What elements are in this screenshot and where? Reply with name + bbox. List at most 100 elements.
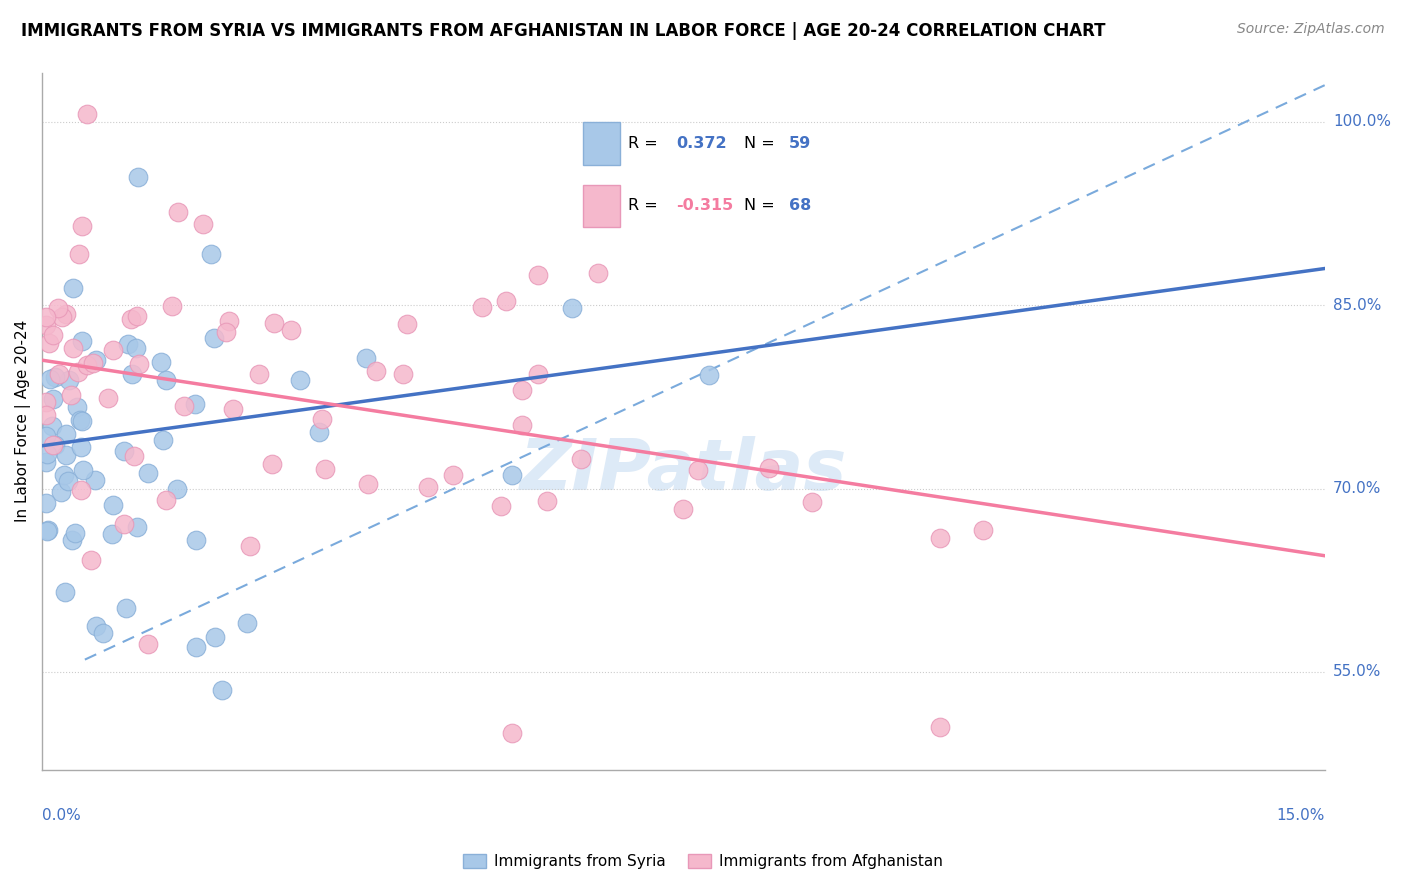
Point (35, 318, 58, 332)
Point (586, 266, 609, 280)
Point (136, 637, 159, 651)
Point (758, 461, 780, 475)
Point (183, 397, 205, 411)
Point (35, 428, 58, 442)
Point (527, 268, 550, 283)
Point (52, 467, 75, 482)
Point (160, 299, 183, 313)
Point (120, 311, 142, 326)
Point (128, 357, 150, 371)
Point (69, 413, 91, 427)
Point (495, 294, 517, 309)
Point (38, 372, 60, 386)
Point (55, 427, 77, 442)
Point (35, 524, 58, 539)
Text: 0.0%: 0.0% (42, 808, 82, 823)
Point (221, 402, 243, 417)
Point (55, 307, 77, 321)
Point (236, 615, 259, 630)
Point (72, 334, 94, 348)
Point (247, 367, 270, 381)
Point (364, 363, 387, 377)
Point (96, 392, 118, 406)
Point (471, 300, 494, 314)
Point (121, 368, 143, 382)
Point (55, 448, 77, 462)
Point (184, 533, 207, 547)
Point (112, 516, 135, 531)
Point (501, 726, 523, 740)
Point (72, 219, 94, 233)
Point (155, 492, 177, 507)
Point (46, 301, 69, 315)
Point (441, 467, 464, 482)
Point (308, 425, 330, 440)
Point (42, 438, 65, 452)
Point (101, 343, 124, 357)
Point (928, 531, 950, 545)
Point (512, 383, 534, 397)
Point (314, 462, 336, 476)
Point (311, 411, 333, 425)
Point (136, 466, 159, 480)
Point (112, 443, 135, 458)
Point (290, 373, 312, 387)
Point (127, 169, 149, 184)
Point (395, 318, 418, 332)
Point (218, 313, 240, 327)
Point (204, 630, 226, 644)
Point (536, 494, 558, 508)
Point (70, 414, 93, 428)
Point (501, 467, 523, 482)
Point (44, 438, 66, 452)
Point (280, 323, 302, 337)
Point (35, 455, 58, 469)
Point (80, 553, 103, 567)
Point (152, 433, 174, 447)
Point (211, 683, 233, 698)
Point (35, 395, 58, 409)
Point (76, 107, 98, 121)
Point (84, 474, 107, 488)
Point (155, 373, 177, 387)
Text: 70.0%: 70.0% (1333, 481, 1381, 496)
Point (416, 480, 439, 494)
Legend: Immigrants from Syria, Immigrants from Afghanistan: Immigrants from Syria, Immigrants from A… (457, 848, 949, 875)
Point (697, 368, 720, 382)
Point (58, 373, 80, 387)
Text: 55.0%: 55.0% (1333, 665, 1381, 680)
Point (84, 619, 107, 633)
Point (42, 327, 65, 342)
Point (510, 418, 533, 433)
Text: IMMIGRANTS FROM SYRIA VS IMMIGRANTS FROM AFGHANISTAN IN LABOR FORCE | AGE 20-24 : IMMIGRANTS FROM SYRIA VS IMMIGRANTS FROM… (21, 22, 1105, 40)
Text: 15.0%: 15.0% (1277, 808, 1324, 823)
Point (117, 337, 139, 351)
Point (60, 533, 83, 548)
Point (184, 640, 207, 655)
Point (65, 526, 87, 541)
Point (66, 400, 89, 414)
Point (35, 495, 58, 509)
Point (127, 520, 149, 534)
Point (67, 365, 90, 379)
Point (51, 310, 73, 324)
Point (114, 601, 136, 615)
Point (527, 367, 550, 381)
Point (53, 584, 76, 599)
Point (101, 527, 124, 541)
Point (60, 388, 83, 402)
Point (672, 502, 695, 516)
Point (67, 247, 90, 261)
Point (56, 474, 79, 488)
Point (263, 316, 285, 330)
Text: 100.0%: 100.0% (1333, 114, 1391, 129)
Point (173, 399, 195, 413)
Point (489, 500, 512, 514)
Point (72, 463, 94, 477)
Point (391, 367, 413, 381)
Point (69, 440, 91, 454)
Point (62, 281, 84, 295)
Point (91, 625, 114, 640)
Point (215, 326, 238, 340)
Point (49, 484, 72, 499)
